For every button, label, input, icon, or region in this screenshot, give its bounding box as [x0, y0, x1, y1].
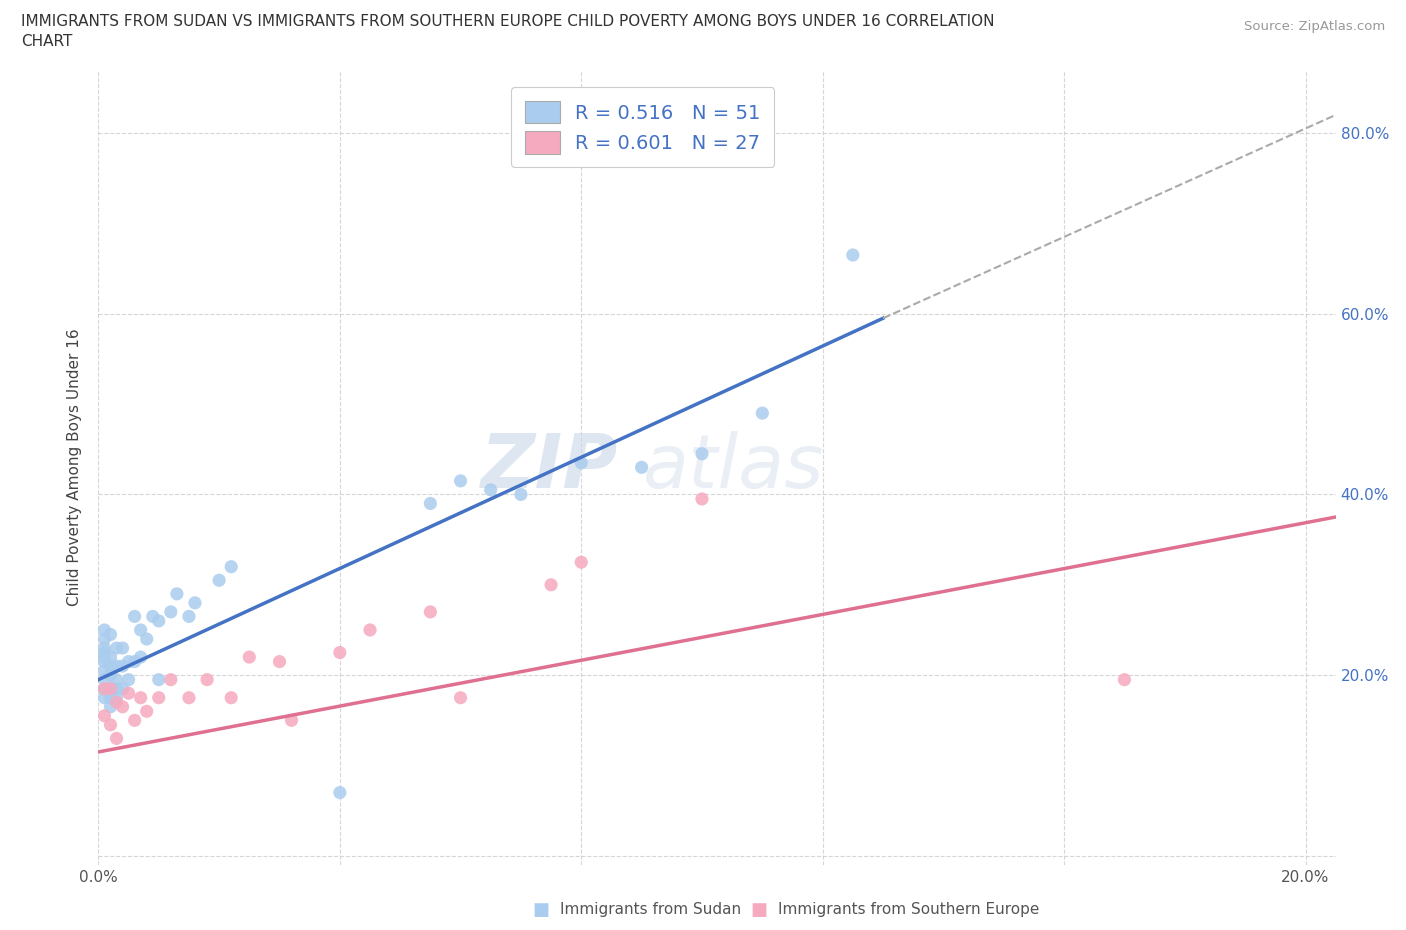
- Point: [540, 578, 562, 592]
- Point: [219, 559, 242, 574]
- Point: [569, 456, 592, 471]
- Text: Source: ZipAtlas.com: Source: ZipAtlas.com: [1244, 20, 1385, 33]
- Point: [100, 627, 122, 642]
- Point: [208, 573, 231, 588]
- Point: [100, 658, 122, 673]
- Point: [93, 641, 115, 656]
- Point: [100, 682, 122, 697]
- Point: [269, 654, 291, 669]
- Point: [135, 631, 157, 646]
- Point: [111, 658, 134, 673]
- Point: [93, 645, 115, 660]
- Point: [111, 682, 134, 697]
- Point: [100, 690, 122, 705]
- Point: [117, 672, 139, 687]
- Point: [160, 672, 183, 687]
- Point: [100, 682, 122, 697]
- Text: CHART: CHART: [21, 34, 73, 49]
- Text: ■: ■: [533, 900, 550, 919]
- Text: IMMIGRANTS FROM SUDAN VS IMMIGRANTS FROM SOUTHERN EUROPE CHILD POVERTY AMONG BOY: IMMIGRANTS FROM SUDAN VS IMMIGRANTS FROM…: [21, 14, 994, 29]
- Point: [148, 614, 170, 629]
- Point: [100, 699, 122, 714]
- Point: [93, 631, 115, 646]
- Point: [105, 682, 128, 697]
- Point: [111, 641, 134, 656]
- Point: [450, 690, 472, 705]
- Point: [329, 645, 352, 660]
- Point: [100, 717, 122, 732]
- Point: [751, 405, 773, 420]
- Point: [450, 473, 472, 488]
- Point: [630, 459, 652, 474]
- Text: atlas: atlas: [643, 432, 824, 503]
- Point: [177, 690, 200, 705]
- Point: [1114, 672, 1136, 687]
- Point: [93, 690, 115, 705]
- Point: [100, 650, 122, 665]
- Text: Immigrants from Sudan: Immigrants from Sudan: [560, 902, 741, 917]
- Point: [329, 785, 352, 800]
- Point: [219, 690, 242, 705]
- Text: ZIP: ZIP: [481, 431, 619, 504]
- Point: [690, 446, 713, 461]
- Point: [842, 247, 865, 262]
- Point: [148, 690, 170, 705]
- Point: [105, 641, 128, 656]
- Point: [93, 709, 115, 724]
- Point: [100, 668, 122, 683]
- Point: [359, 622, 381, 637]
- Point: [124, 609, 146, 624]
- Text: ■: ■: [751, 900, 768, 919]
- Point: [280, 713, 302, 728]
- Point: [93, 682, 115, 697]
- Point: [124, 654, 146, 669]
- Point: [160, 604, 183, 619]
- Point: [177, 609, 200, 624]
- Point: [166, 587, 188, 602]
- Text: Immigrants from Southern Europe: Immigrants from Southern Europe: [778, 902, 1039, 917]
- Point: [117, 654, 139, 669]
- Point: [105, 695, 128, 710]
- Point: [93, 622, 115, 637]
- Point: [105, 690, 128, 705]
- Point: [509, 487, 531, 502]
- Y-axis label: Child Poverty Among Boys Under 16: Child Poverty Among Boys Under 16: [67, 328, 83, 606]
- Point: [479, 483, 502, 498]
- Point: [111, 699, 134, 714]
- Point: [148, 672, 170, 687]
- Legend: R = 0.516   N = 51, R = 0.601   N = 27: R = 0.516 N = 51, R = 0.601 N = 27: [512, 87, 775, 167]
- Point: [238, 650, 260, 665]
- Point: [184, 595, 207, 610]
- Point: [129, 690, 152, 705]
- Point: [419, 604, 441, 619]
- Point: [93, 650, 115, 665]
- Point: [93, 672, 115, 687]
- Point: [93, 654, 115, 669]
- Point: [117, 685, 139, 700]
- Point: [419, 496, 441, 511]
- Point: [690, 492, 713, 507]
- Point: [105, 672, 128, 687]
- Point: [93, 682, 115, 697]
- Point: [142, 609, 165, 624]
- Point: [129, 650, 152, 665]
- Point: [135, 704, 157, 719]
- Point: [124, 713, 146, 728]
- Point: [105, 658, 128, 673]
- Point: [93, 663, 115, 678]
- Point: [129, 622, 152, 637]
- Point: [569, 555, 592, 570]
- Point: [195, 672, 218, 687]
- Point: [105, 731, 128, 746]
